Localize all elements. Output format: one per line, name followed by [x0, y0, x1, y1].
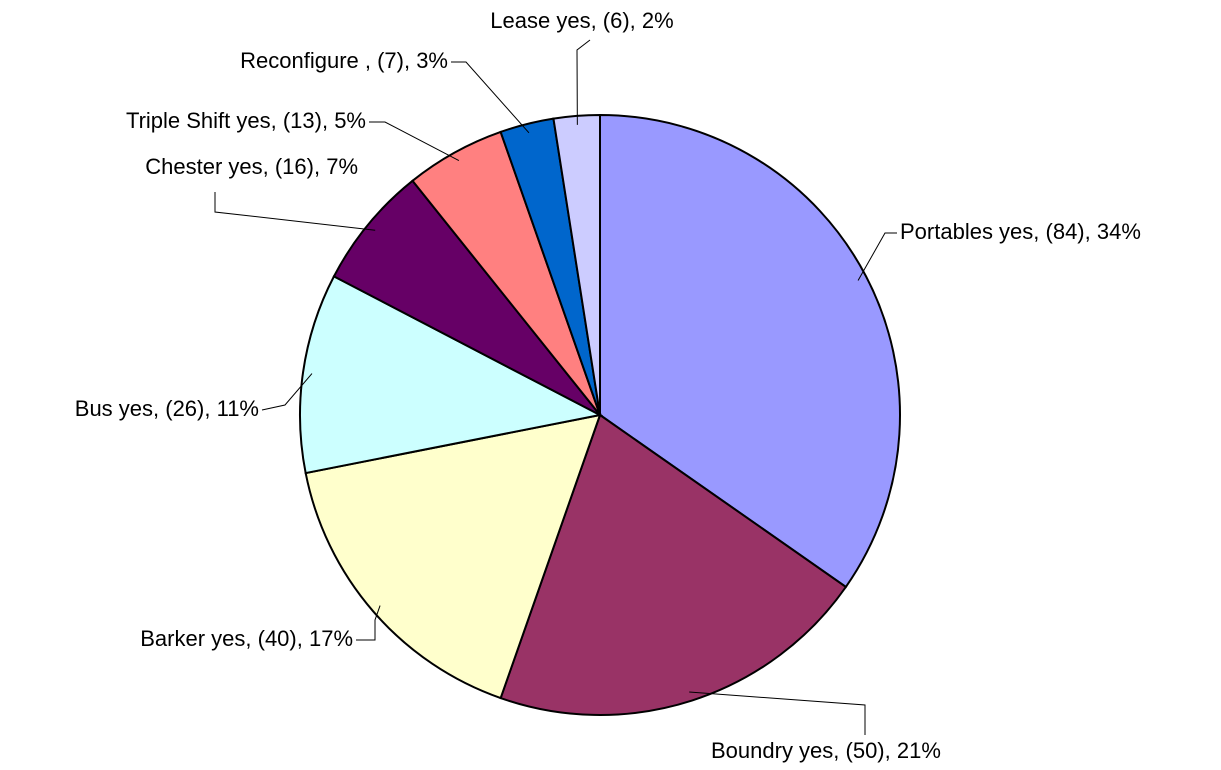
- slice-label: Reconfigure , (7), 3%: [240, 48, 448, 73]
- slice-label: Bus yes, (26), 11%: [75, 396, 259, 421]
- leader-line: [261, 373, 313, 411]
- leader-line: [369, 121, 460, 161]
- slice-label: Barker yes, (40), 17%: [140, 626, 353, 651]
- pie-slice: [304, 413, 602, 700]
- leader-line: [689, 691, 866, 735]
- leader-line: [857, 232, 897, 281]
- pie-slice: [332, 179, 601, 416]
- pie-slice: [299, 275, 603, 475]
- slice-label: Portables yes, (84), 34%: [900, 219, 1141, 244]
- slice-label: Triple Shift yes, (13), 5%: [126, 108, 366, 133]
- leader-line: [451, 61, 530, 134]
- slice-label: Chester yes, (16), 7%: [145, 154, 358, 179]
- leader-line: [356, 605, 381, 641]
- leader-line: [214, 192, 376, 231]
- pie-slice: [599, 113, 901, 589]
- slice-label: Lease yes, (6), 2%: [490, 8, 673, 33]
- leader-line: [576, 39, 591, 125]
- pie-slice: [552, 113, 601, 416]
- pie-slice: [499, 413, 848, 716]
- slice-label: Boundry yes, (50), 21%: [711, 738, 941, 763]
